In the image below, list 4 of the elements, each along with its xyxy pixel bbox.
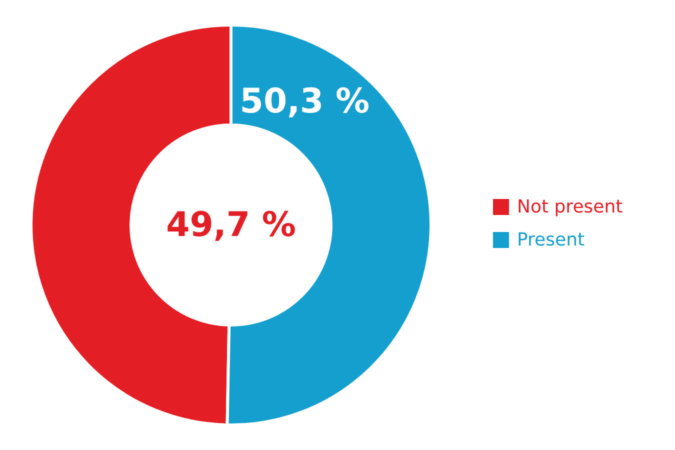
- data-label: 49,7 %: [166, 205, 296, 245]
- data-label: 50,3 %: [240, 81, 370, 122]
- legend-label: Not present: [517, 196, 623, 218]
- legend-label: Present: [517, 230, 585, 250]
